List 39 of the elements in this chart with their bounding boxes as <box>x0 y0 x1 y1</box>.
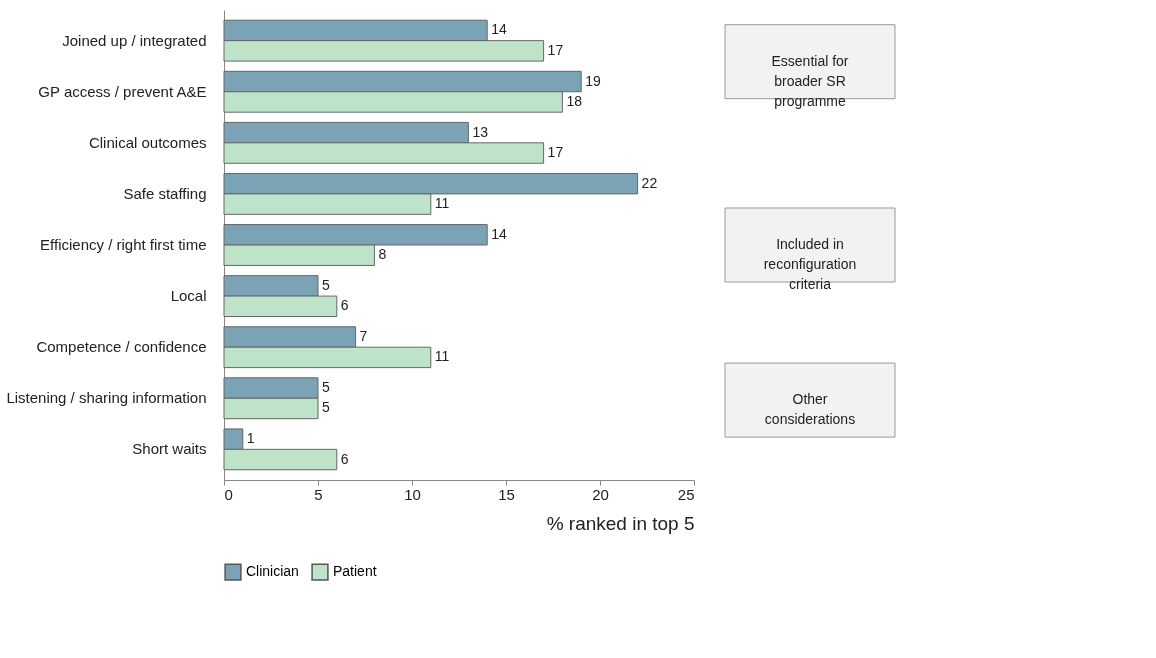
data-label: 14 <box>491 21 507 38</box>
data-label: 11 <box>434 195 450 212</box>
y-tick-label: Local <box>170 287 207 305</box>
legend-label: Patient <box>333 563 377 580</box>
y-tick-label: GP access / prevent A&E <box>38 82 207 100</box>
data-label: 5 <box>322 276 330 293</box>
x-tick-label: 0 <box>224 485 233 503</box>
y-tick-label: Clinical outcomes <box>88 133 207 151</box>
data-label: 17 <box>547 144 564 161</box>
data-label: 5 <box>322 379 330 396</box>
y-tick-label: Efficiency / right first time <box>40 236 207 253</box>
text: Included in reconfiguration criteria <box>763 236 857 292</box>
y-tick-label: Safe staffing <box>123 184 207 202</box>
text: Other considerations <box>764 391 856 428</box>
x-tick-label: 20 <box>592 485 609 503</box>
y-tick-label: Short waits <box>132 440 207 458</box>
data-label: 18 <box>566 92 583 109</box>
data-label: 14 <box>491 225 507 242</box>
x-tick-label: 10 <box>404 485 421 503</box>
y-tick-label: Listening / sharing information <box>6 389 207 407</box>
data-label: 8 <box>378 246 387 263</box>
x-tick-label: 15 <box>498 485 515 503</box>
data-label: 11 <box>434 348 450 365</box>
x-axis-title: % ranked in top 5 <box>546 512 695 534</box>
x-tick-label: 5 <box>314 485 323 503</box>
data-label: 7 <box>359 327 368 344</box>
data-label: 17 <box>547 41 564 58</box>
legend-label: Clinician <box>246 563 299 580</box>
data-label: 13 <box>472 123 489 140</box>
data-label: 22 <box>641 174 658 191</box>
data-label: 6 <box>340 297 349 314</box>
y-tick-label: Joined up / integrated <box>62 31 207 49</box>
y-tick-label: Competence / confidence <box>36 338 207 356</box>
data-label: 6 <box>340 450 349 467</box>
x-tick-label: 25 <box>677 485 695 503</box>
text: Essential for broader SR programme <box>771 52 849 109</box>
data-label: 19 <box>585 72 601 89</box>
data-label: 1 <box>246 430 255 447</box>
data-label: 5 <box>322 399 330 416</box>
